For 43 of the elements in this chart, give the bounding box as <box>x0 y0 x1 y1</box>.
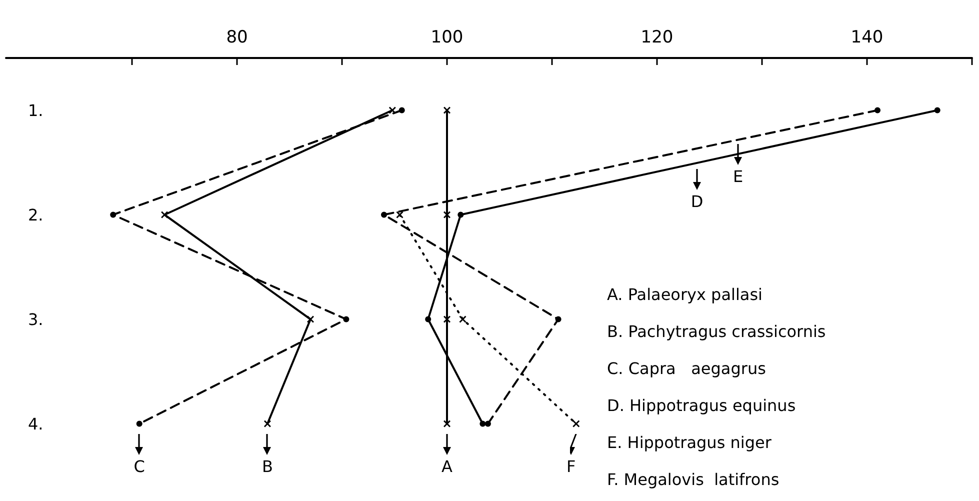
point <box>874 107 880 114</box>
point <box>484 420 491 427</box>
point <box>444 106 450 114</box>
y-tick-label: 1. <box>28 100 44 120</box>
point <box>136 420 142 427</box>
point <box>458 212 464 218</box>
point <box>444 211 450 218</box>
annotation: E <box>732 167 744 186</box>
x-tick-label: 120 <box>640 28 674 48</box>
y-tick-label: 3. <box>28 310 44 329</box>
annotation: B <box>262 456 273 476</box>
point <box>343 316 350 322</box>
point <box>480 420 486 427</box>
point <box>161 211 168 218</box>
point <box>398 107 405 114</box>
point <box>388 106 396 114</box>
x-tick-label: 140 <box>850 28 884 48</box>
annotation: A. Palaeoryx pallasi <box>607 285 762 304</box>
x-tick-label: 80 <box>226 28 248 48</box>
point <box>934 107 940 114</box>
y-tick-label: 4. <box>28 414 44 434</box>
point <box>555 316 562 322</box>
point <box>381 212 387 218</box>
annotation: D <box>690 192 704 211</box>
annotation: E. Hippotragus niger <box>607 433 772 452</box>
point <box>444 420 450 428</box>
point <box>307 316 314 323</box>
annotation: C <box>134 456 145 476</box>
point <box>444 316 450 323</box>
annotation: C. Capra aegagrus <box>607 359 766 378</box>
point <box>264 420 271 428</box>
annotation: B. Pachytragus crassicornis <box>607 322 826 341</box>
point <box>110 212 116 218</box>
point <box>425 316 432 322</box>
annotation: F <box>566 456 576 476</box>
point <box>459 316 466 323</box>
annotation: D. Hippotragus equinus <box>607 396 796 415</box>
y-tick-label: 2. <box>28 205 44 224</box>
annotation: A <box>442 456 452 476</box>
point <box>396 211 404 218</box>
point <box>572 420 580 428</box>
x-tick-label: 100 <box>430 28 464 48</box>
annotation: F. Megalovis latifrons <box>607 470 780 489</box>
